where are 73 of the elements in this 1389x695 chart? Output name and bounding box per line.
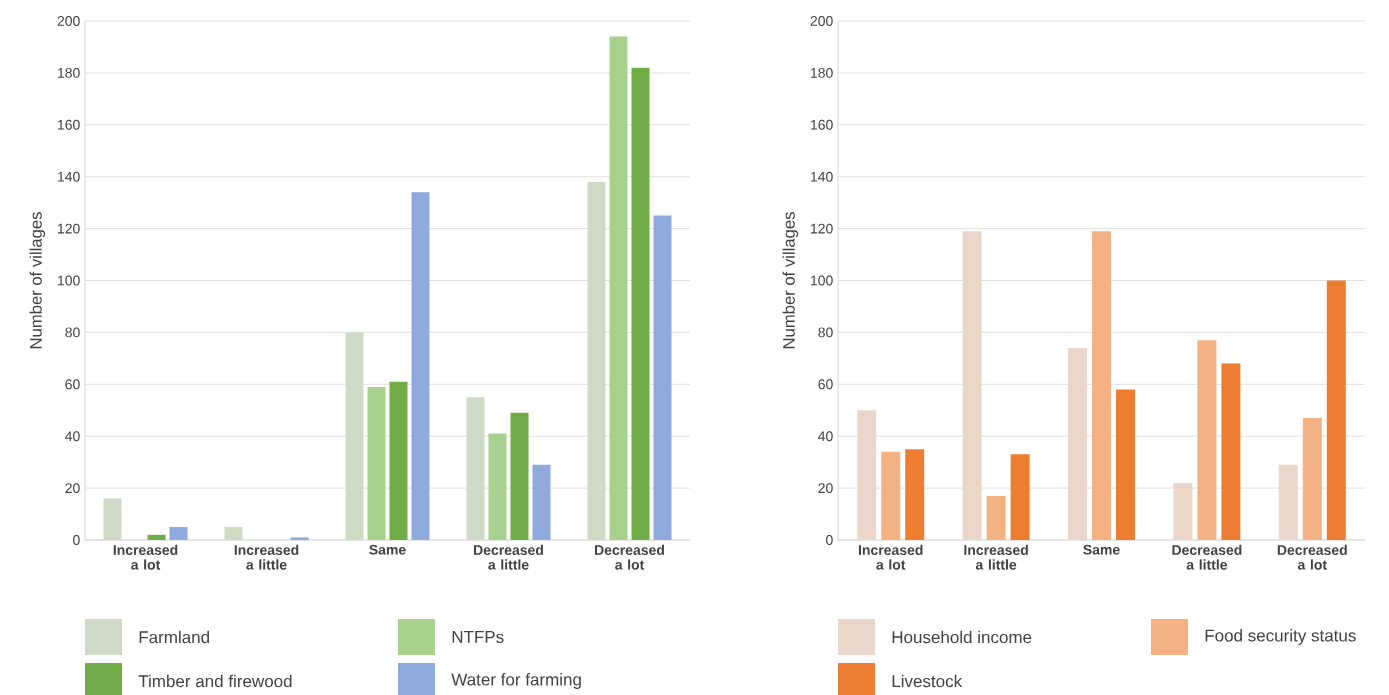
- y-tick-label: 40: [818, 431, 833, 442]
- bar: [587, 181, 606, 540]
- y-tick-label: 180: [58, 67, 80, 78]
- bar: [290, 537, 309, 540]
- y-tick-label: 80: [65, 327, 80, 338]
- y-axis-title: Number of villages: [29, 212, 46, 349]
- y-tick-label: 40: [65, 431, 80, 442]
- bar: [962, 231, 982, 540]
- bar: [881, 451, 901, 540]
- y-tick-label: 100: [811, 275, 833, 286]
- y-tick-label: 80: [818, 327, 833, 338]
- y-tick-label: 20: [818, 483, 833, 494]
- x-tick-label: Decreased a lot: [595, 544, 664, 570]
- bar: [1173, 482, 1193, 540]
- legend-label: Household income: [892, 630, 1032, 644]
- bar: [1302, 418, 1322, 540]
- y-tick-label: 160: [58, 119, 80, 130]
- bar: [1221, 363, 1241, 540]
- bar: [345, 332, 364, 540]
- bar: [103, 498, 122, 540]
- y-tick-label: 200: [810, 16, 833, 26]
- bar: [510, 412, 529, 540]
- bar: [1197, 340, 1217, 540]
- bar: [367, 386, 386, 540]
- x-tick-label: Increased a little: [964, 544, 1028, 570]
- y-tick-label: 120: [811, 223, 833, 234]
- y-tick-label: 140: [811, 171, 833, 182]
- bar: [466, 397, 485, 540]
- y-tick-label: 200: [57, 16, 80, 26]
- legend-label: Food security status: [1205, 629, 1356, 645]
- y-tick-label: 100: [58, 275, 80, 286]
- y-tick-label: 120: [58, 223, 80, 234]
- bar: [169, 527, 188, 540]
- legend-label: Timber and firewood: [138, 674, 292, 688]
- bar: [1092, 231, 1112, 540]
- y-tick-label: 140: [58, 171, 80, 182]
- x-tick-label: Decreased a little: [474, 544, 543, 570]
- bar: [389, 381, 408, 540]
- legend-label: NTFPs: [452, 631, 504, 643]
- bar: [1010, 454, 1030, 540]
- legend-label: Farmland: [139, 630, 209, 644]
- bar: [488, 433, 507, 540]
- x-tick-label: Decreased a little: [1172, 544, 1242, 570]
- y-tick-label: 60: [818, 379, 833, 390]
- x-tick-label: Increased a lot: [858, 544, 923, 570]
- bar: [905, 449, 925, 540]
- bar: [653, 215, 672, 540]
- y-tick-label: 60: [65, 379, 80, 390]
- y-tick-label: 180: [811, 67, 833, 78]
- y-axis-title: Number of villages: [782, 212, 799, 349]
- bar: [411, 192, 430, 540]
- x-tick-label: Increased a little: [234, 544, 299, 570]
- bar: [1278, 464, 1298, 540]
- x-tick-label: Increased a lot: [113, 544, 178, 570]
- y-tick-label: 20: [65, 483, 80, 494]
- x-tick-label: Decreased a lot: [1277, 544, 1347, 570]
- bar: [609, 36, 628, 540]
- y-tick-label: 160: [811, 119, 833, 130]
- x-tick-label: Same: [1083, 544, 1120, 555]
- bar: [1068, 347, 1088, 540]
- bar: [986, 495, 1006, 540]
- legend-label: Livestock: [892, 674, 963, 688]
- y-tick-label: 0: [73, 535, 80, 545]
- x-tick-label: Same: [369, 544, 406, 555]
- bar: [1326, 280, 1346, 540]
- legend-label: Water for farming: [451, 673, 581, 689]
- bar: [857, 410, 877, 540]
- bar: [147, 534, 166, 540]
- bar: [532, 464, 551, 540]
- bar: [631, 67, 650, 540]
- bar: [224, 527, 243, 540]
- y-tick-label: 0: [826, 535, 833, 545]
- bar: [1116, 389, 1135, 540]
